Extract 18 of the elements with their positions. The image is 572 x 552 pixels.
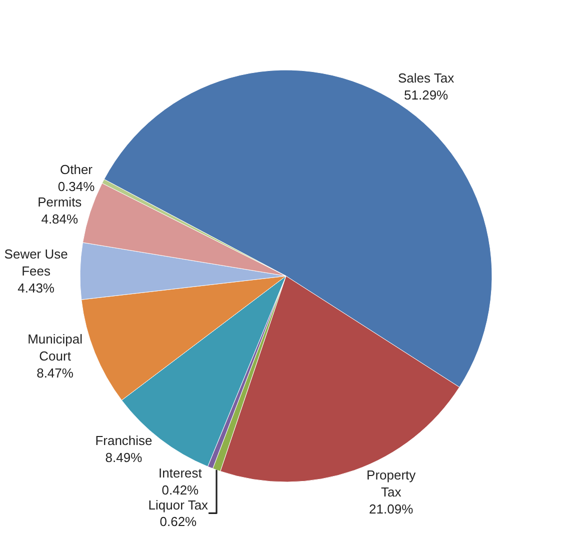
slice-label: Franchise (95, 433, 152, 448)
data-label: 4.43% (18, 280, 55, 296)
data-label: 0.34% (58, 178, 96, 194)
data-label: 21.09% (369, 501, 414, 516)
slice-label: Sales Tax (398, 70, 455, 86)
slice-label: Other (60, 162, 94, 177)
data-label: 0.62% (160, 514, 198, 530)
data-label: 8.47% (36, 365, 74, 380)
data-label: 4.84% (41, 212, 79, 227)
slice-label: Sewer Use Fees (4, 246, 68, 279)
data-label: 8.49% (105, 450, 143, 466)
slice-label: Liquor Tax (148, 497, 209, 512)
slice-label: Interest (158, 465, 202, 480)
slice-label: Municipal Court (28, 332, 83, 364)
data-label: 0.42% (162, 482, 200, 498)
data-label: 51.29% (404, 87, 449, 102)
slice-label: Permits (38, 194, 82, 210)
slice-label: Property Tax (366, 468, 416, 500)
